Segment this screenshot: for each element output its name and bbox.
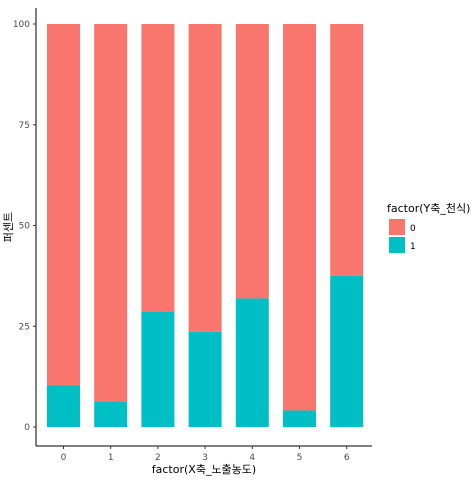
y-ticks: 0 25 50 75 100 bbox=[13, 20, 36, 433]
x-tick-label-1: 1 bbox=[108, 453, 114, 463]
y-tick-label-25: 25 bbox=[19, 322, 30, 332]
legend-title: factor(Y축_천식) bbox=[387, 201, 470, 215]
bar-3-series-1 bbox=[188, 331, 222, 427]
legend-label-1: 1 bbox=[410, 242, 416, 252]
bar-6-series-0 bbox=[330, 24, 364, 276]
x-tick-label-0: 0 bbox=[61, 453, 67, 463]
legend-items: 01 bbox=[389, 219, 416, 253]
bar-5-series-0 bbox=[283, 24, 316, 411]
bar-1-series-1 bbox=[94, 401, 128, 427]
bar-4-series-1 bbox=[235, 298, 269, 427]
x-ticks: 0 1 2 3 4 5 6 bbox=[61, 446, 350, 463]
bars-layer bbox=[47, 24, 364, 428]
bar-3-series-0 bbox=[188, 24, 222, 332]
bar-2-series-0 bbox=[141, 24, 175, 312]
x-tick-label-2: 2 bbox=[155, 453, 161, 463]
bar-1-series-0 bbox=[94, 24, 128, 402]
x-axis-title: factor(X축_노출농도) bbox=[152, 463, 256, 476]
y-axis-title: 퍼센트 bbox=[2, 212, 15, 242]
bar-5-series-1 bbox=[283, 410, 316, 427]
x-tick-label-6: 6 bbox=[344, 453, 350, 463]
bar-2-series-1 bbox=[141, 311, 175, 427]
y-tick-label-50: 50 bbox=[19, 222, 31, 232]
bar-6-series-1 bbox=[330, 275, 364, 428]
y-tick-label-75: 75 bbox=[19, 121, 30, 131]
legend-label-0: 0 bbox=[410, 224, 416, 234]
bar-0-series-0 bbox=[47, 24, 80, 386]
x-tick-label-3: 3 bbox=[202, 453, 208, 463]
x-tick-label-4: 4 bbox=[249, 453, 255, 463]
x-tick-label-5: 5 bbox=[297, 453, 303, 463]
legend: factor(Y축_천식) 01 bbox=[387, 201, 470, 253]
y-tick-label-0: 0 bbox=[24, 423, 30, 433]
legend-key-1 bbox=[389, 237, 405, 253]
bar-0-series-1 bbox=[47, 385, 80, 427]
legend-key-0 bbox=[389, 219, 405, 235]
bar-4-series-0 bbox=[235, 24, 269, 299]
y-tick-label-100: 100 bbox=[13, 20, 30, 30]
